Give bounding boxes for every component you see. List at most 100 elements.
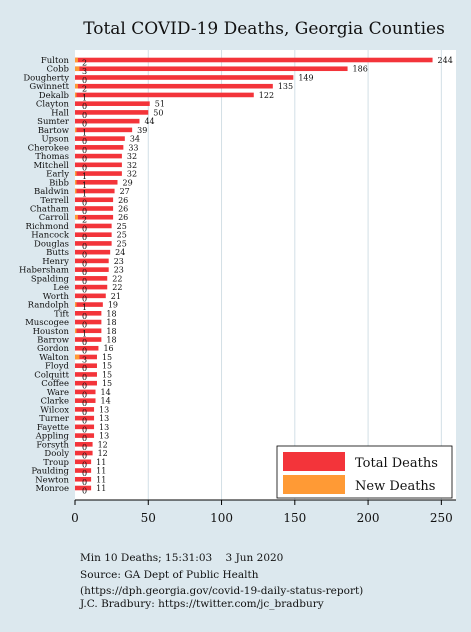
data-label-total: 18 — [106, 327, 116, 336]
bar-new — [75, 214, 78, 220]
bar-total — [75, 162, 122, 168]
data-label-new: 1 — [82, 172, 87, 181]
bar-total — [75, 389, 96, 395]
category-label: Fulton — [41, 56, 70, 66]
bar-total — [75, 145, 124, 150]
bar-total — [75, 188, 115, 194]
category-label: Sumter — [37, 117, 70, 127]
data-label-new: 1 — [82, 128, 87, 137]
data-label-new: 0 — [82, 155, 87, 164]
category-label: Dooly — [44, 449, 69, 459]
bar-total — [75, 476, 92, 482]
bar-total — [75, 345, 99, 351]
data-label-total: 11 — [96, 467, 106, 476]
data-label-total: 244 — [438, 56, 453, 65]
category-label: Gwinnett — [29, 82, 69, 92]
data-label-total: 32 — [127, 152, 137, 161]
data-label-total: 23 — [114, 257, 124, 266]
footnote-line-3: (https://dph.georgia.gov/covid-19-daily-… — [80, 585, 363, 597]
category-label: Ware — [47, 388, 69, 398]
bar-total — [75, 319, 102, 325]
bar-total — [75, 267, 109, 272]
bar-total — [75, 171, 122, 176]
data-label-total: 11 — [96, 484, 106, 493]
bar-total — [75, 214, 114, 220]
data-label-new: 0 — [82, 417, 87, 426]
x-axis-ticks: 0 50 100 150 200 250 — [71, 500, 453, 525]
category-label: Wilcox — [40, 405, 69, 415]
legend-swatch-new — [283, 475, 345, 494]
data-label-new: 2 — [82, 59, 87, 68]
data-label-new: 0 — [82, 286, 87, 295]
category-label: Cobb — [46, 65, 69, 75]
category-label: Douglas — [34, 239, 69, 249]
bar-new — [75, 354, 80, 360]
data-label-total: 22 — [112, 274, 122, 283]
bar-new — [75, 127, 77, 133]
bar-total — [75, 110, 149, 115]
data-label-total: 26 — [118, 196, 128, 205]
data-label-new: 0 — [82, 373, 87, 382]
category-label: Forsyth — [36, 440, 69, 450]
category-label: Turner — [39, 414, 70, 424]
data-label-total: 33 — [128, 143, 138, 152]
bar-total — [75, 179, 118, 185]
data-label-new: 0 — [82, 390, 87, 399]
bar-total — [75, 328, 102, 334]
data-label-new: 0 — [82, 111, 87, 120]
data-label-new: 1 — [82, 303, 87, 312]
data-label-new: 0 — [82, 163, 87, 172]
bar-total — [75, 354, 97, 360]
bar-total — [75, 197, 114, 203]
category-label: Henry — [42, 257, 69, 267]
bar-total — [75, 258, 109, 264]
category-label: Mitchell — [33, 161, 69, 171]
data-label-total: 18 — [106, 336, 116, 345]
category-label: Randolph — [28, 301, 70, 311]
bar-total — [75, 372, 97, 377]
data-label-total: 25 — [117, 222, 127, 231]
category-label: Floyd — [45, 362, 70, 372]
category-label: Habersham — [19, 266, 69, 276]
data-label-new: 0 — [82, 434, 87, 443]
bar-total — [75, 118, 140, 124]
data-label-new: 0 — [82, 120, 87, 129]
bar-total — [75, 101, 150, 106]
data-label-new: 0 — [82, 76, 87, 85]
bar-new — [75, 171, 77, 176]
category-label: Thomas — [35, 152, 69, 162]
category-label: Bartow — [38, 126, 70, 136]
data-label-new: 3 — [82, 355, 87, 364]
category-label: Early — [46, 170, 69, 180]
category-label: Richmond — [26, 222, 70, 232]
category-label: Baldwin — [34, 187, 69, 197]
footnote-line-4: J.C. Bradbury: https://twitter.com/jc_br… — [79, 598, 324, 610]
category-label: Carroll — [39, 213, 70, 223]
data-label-new: 0 — [82, 321, 87, 330]
category-label: Troup — [43, 458, 69, 468]
data-label-total: 32 — [127, 170, 137, 179]
data-label-total: 13 — [99, 423, 109, 432]
bar-total — [75, 153, 122, 159]
data-label-total: 135 — [278, 82, 293, 91]
bar-total — [75, 284, 108, 290]
category-label: Barrow — [37, 336, 70, 346]
category-label: Butts — [46, 248, 69, 258]
bar-total — [75, 223, 112, 229]
bar-total — [75, 302, 103, 307]
category-label: Newton — [35, 475, 69, 485]
bar-total — [75, 127, 133, 133]
data-label-total: 12 — [98, 449, 108, 458]
data-label-new: 0 — [82, 102, 87, 111]
data-label-total: 21 — [111, 292, 121, 301]
data-label-total: 15 — [102, 353, 112, 362]
bar-total — [75, 415, 95, 421]
data-label-total: 11 — [96, 475, 106, 484]
data-label-new: 0 — [82, 146, 87, 155]
data-label-new: 0 — [82, 408, 87, 417]
data-label-new: 0 — [82, 224, 87, 233]
bar-total — [75, 459, 92, 465]
data-label-new: 0 — [82, 338, 87, 347]
data-label-total: 13 — [99, 414, 109, 423]
